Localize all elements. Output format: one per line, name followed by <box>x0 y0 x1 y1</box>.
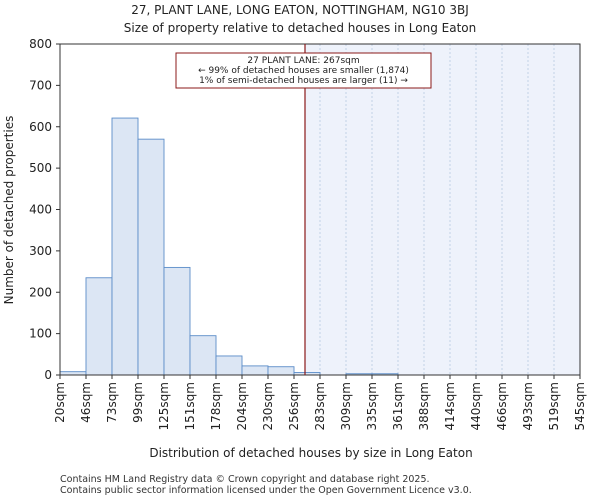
bar-230sqm <box>267 366 295 376</box>
y-tick-label: 300 <box>29 244 52 258</box>
annotation-box <box>175 52 432 89</box>
y-tick-label: 700 <box>29 78 52 92</box>
x-tick-label: 256sqm <box>287 382 301 430</box>
x-tick-label: 46sqm <box>79 382 93 423</box>
y-tick-label: 400 <box>29 203 52 217</box>
x-tick-label: 361sqm <box>391 382 405 430</box>
y-tick-label: 500 <box>29 161 52 175</box>
bar-178sqm <box>215 355 243 376</box>
bar-99sqm <box>137 138 165 376</box>
x-tick-label: 99sqm <box>131 382 145 423</box>
x-tick-label: 283sqm <box>313 382 327 430</box>
bar-204sqm <box>241 365 269 376</box>
x-tick-label: 519sqm <box>547 382 561 430</box>
annotation-smaller: ← 99% of detached houses are smaller (1,… <box>198 66 409 76</box>
x-tick-label: 204sqm <box>235 382 249 430</box>
x-tick-label: 151sqm <box>183 382 197 430</box>
x-tick-label: 388sqm <box>417 382 431 430</box>
x-tick-label: 125sqm <box>157 382 171 430</box>
footer-copyright: Contains HM Land Registry data © Crown c… <box>60 474 430 485</box>
highlight-region <box>304 44 580 375</box>
x-tick-label: 20sqm <box>53 382 67 423</box>
x-ticks: 20sqm 46sqm 73sqm 99sqm 125sqm 151sqm 178sqm 20… <box>53 375 587 430</box>
x-tick-label: 230sqm <box>261 382 275 430</box>
bar-151sqm <box>189 335 217 376</box>
bar-46sqm <box>85 277 113 376</box>
annotation-larger: 1% of semi-detached houses are larger (1… <box>199 76 408 86</box>
x-tick-label: 309sqm <box>339 382 353 430</box>
y-tick-label: 200 <box>29 285 52 299</box>
x-tick-label: 178sqm <box>209 382 223 430</box>
y-tick-label: 100 <box>29 327 52 341</box>
x-tick-label: 466sqm <box>495 382 509 430</box>
annotation-title: 27 PLANT LANE: 267sqm <box>247 56 359 66</box>
y-tick-label: 0 <box>44 368 52 382</box>
footer-licence: Contains public sector information licen… <box>60 485 472 496</box>
x-tick-label: 414sqm <box>443 382 457 430</box>
x-axis-label: Distribution of detached houses by size … <box>149 446 472 460</box>
x-tick-label: 335sqm <box>365 382 379 430</box>
x-tick-label: 545sqm <box>573 382 587 430</box>
y-ticks: 0 100 200 300 400 500 600 700 800 <box>29 37 60 382</box>
bar-125sqm <box>163 266 191 376</box>
bar-73sqm <box>111 117 139 376</box>
x-tick-label: 73sqm <box>105 382 119 423</box>
x-tick-label: 493sqm <box>521 382 535 430</box>
y-tick-label: 600 <box>29 120 52 134</box>
x-tick-label: 440sqm <box>469 382 483 430</box>
y-tick-label: 800 <box>29 37 52 51</box>
chart-subtitle: Size of property relative to detached ho… <box>124 21 476 35</box>
chart-title: 27, PLANT LANE, LONG EATON, NOTTINGHAM, … <box>131 3 468 17</box>
y-axis-label: Number of detached properties <box>2 116 16 305</box>
